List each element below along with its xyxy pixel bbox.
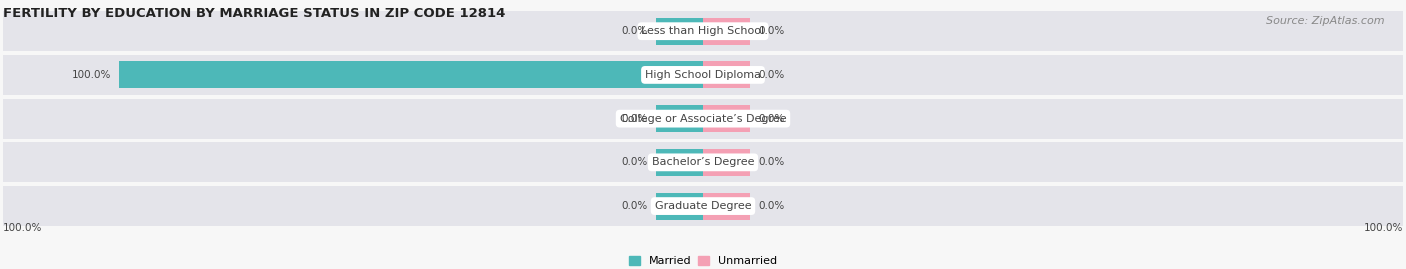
Text: Source: ZipAtlas.com: Source: ZipAtlas.com [1267, 16, 1385, 26]
Bar [703, 149, 749, 176]
Bar [657, 105, 703, 132]
Bar [3, 55, 703, 95]
Bar [703, 11, 1403, 51]
Bar [703, 193, 749, 220]
Bar [657, 149, 703, 176]
Text: College or Associate’s Degree: College or Associate’s Degree [620, 114, 786, 124]
Text: 0.0%: 0.0% [621, 26, 648, 36]
Bar [657, 193, 703, 220]
Bar [3, 98, 703, 139]
Bar [3, 186, 703, 226]
Text: 100.0%: 100.0% [1364, 223, 1403, 233]
Text: Less than High School: Less than High School [641, 26, 765, 36]
Bar [703, 142, 1403, 182]
Text: High School Diploma: High School Diploma [645, 70, 761, 80]
Bar [703, 105, 749, 132]
Text: FERTILITY BY EDUCATION BY MARRIAGE STATUS IN ZIP CODE 12814: FERTILITY BY EDUCATION BY MARRIAGE STATU… [3, 7, 505, 20]
Bar [3, 11, 703, 51]
Text: 100.0%: 100.0% [72, 70, 111, 80]
Text: 0.0%: 0.0% [621, 114, 648, 124]
Text: 0.0%: 0.0% [621, 201, 648, 211]
Bar [703, 98, 1403, 139]
Text: 0.0%: 0.0% [758, 201, 785, 211]
Bar [703, 186, 1403, 226]
Bar [657, 18, 703, 45]
Bar [120, 61, 703, 89]
Text: 0.0%: 0.0% [758, 26, 785, 36]
Text: 0.0%: 0.0% [758, 70, 785, 80]
Text: 0.0%: 0.0% [758, 114, 785, 124]
Text: 0.0%: 0.0% [758, 157, 785, 167]
Text: Graduate Degree: Graduate Degree [655, 201, 751, 211]
Bar [703, 61, 749, 89]
Bar [703, 55, 1403, 95]
Text: 0.0%: 0.0% [621, 157, 648, 167]
Legend: Married, Unmarried: Married, Unmarried [624, 252, 782, 269]
Bar [703, 18, 749, 45]
Text: 100.0%: 100.0% [3, 223, 42, 233]
Bar [3, 142, 703, 182]
Text: Bachelor’s Degree: Bachelor’s Degree [652, 157, 754, 167]
